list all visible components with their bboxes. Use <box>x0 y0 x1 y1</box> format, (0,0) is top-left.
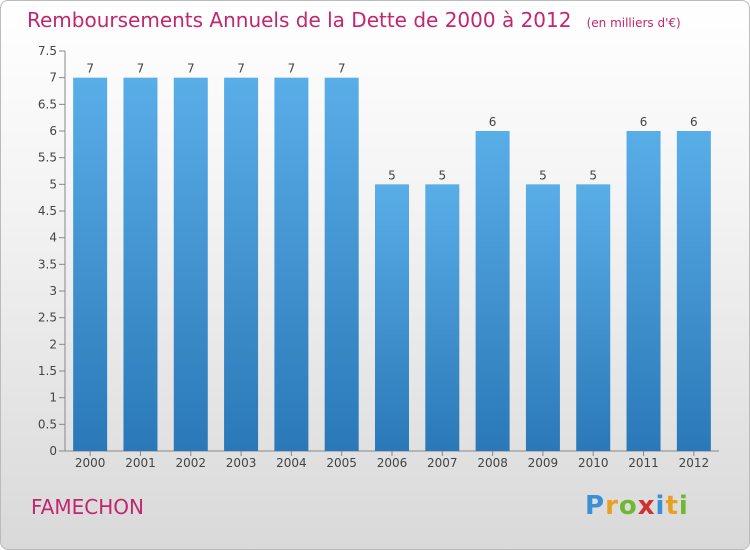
bar <box>324 77 359 452</box>
x-tick-label: 2010 <box>578 456 609 470</box>
data-label: 5 <box>438 168 446 182</box>
data-label: 6 <box>489 115 497 129</box>
data-label: 5 <box>589 168 597 182</box>
x-tick-label: 2003 <box>226 456 257 470</box>
y-tick-label: 1 <box>49 391 57 405</box>
x-tick-label: 2011 <box>628 456 659 470</box>
y-tick-label: 7.5 <box>38 44 57 58</box>
data-label: 6 <box>640 115 648 129</box>
y-tick-label: 5.5 <box>38 151 57 165</box>
bar <box>274 77 309 452</box>
chart-subtitle: (en milliers d'€) <box>586 16 681 30</box>
y-tick-label: 5 <box>49 177 57 191</box>
bar <box>676 131 711 451</box>
data-label: 7 <box>288 62 296 76</box>
bar <box>173 77 208 452</box>
bar <box>375 184 409 452</box>
logo-letter: t <box>665 491 679 521</box>
y-tick-label: 4 <box>49 231 57 245</box>
bar <box>425 184 460 452</box>
bar <box>576 184 611 452</box>
x-tick-label: 2007 <box>427 456 458 470</box>
bar <box>123 77 158 452</box>
y-tick-label: 3.5 <box>38 257 57 271</box>
bar <box>525 184 560 452</box>
bar <box>475 131 510 451</box>
bar <box>224 77 259 452</box>
bar <box>73 77 108 452</box>
chart-title-main: Remboursements Annuels de la Dette de 20… <box>27 8 572 32</box>
y-tick-label: 2.5 <box>38 311 57 325</box>
x-tick-label: 2000 <box>75 456 106 470</box>
y-tick-label: 6.5 <box>38 97 57 111</box>
chart-title: Remboursements Annuels de la Dette de 20… <box>27 8 681 32</box>
bars: 7 7 7 7 7 7 5 5 6 5 5 6 6 <box>73 62 711 452</box>
x-tick-label: 2009 <box>528 456 559 470</box>
x-tick-label: 2001 <box>125 456 156 470</box>
logo-letter: i <box>655 491 666 521</box>
y-tick-label: 4.5 <box>38 204 57 218</box>
logo-letter: x <box>637 491 656 521</box>
data-label: 7 <box>237 62 245 76</box>
data-label: 7 <box>86 62 94 76</box>
logo-letter: i <box>678 491 689 521</box>
data-label: 7 <box>187 62 195 76</box>
logo-letter: o <box>618 491 638 521</box>
data-label: 6 <box>690 115 698 129</box>
x-tick-label: 2004 <box>276 456 307 470</box>
commune-name: FAMECHON <box>31 495 144 519</box>
y-tick-label: 2 <box>49 337 57 351</box>
bar <box>626 131 661 451</box>
x-tick-label: 2005 <box>326 456 357 470</box>
data-label: 7 <box>338 62 346 76</box>
axes: 0 0.5 1 1.5 2 2.5 3 3.5 4 4.5 5 5.5 6 6.5 7 7.5 2000 2001… <box>38 44 719 470</box>
y-tick-label: 0 <box>49 444 57 458</box>
y-tick-label: 7 <box>49 71 57 85</box>
y-tick-label: 0.5 <box>38 417 57 431</box>
data-label: 7 <box>137 62 145 76</box>
logo-letter: r <box>605 491 619 521</box>
y-tick-label: 1.5 <box>38 364 57 378</box>
x-tick-label: 2002 <box>175 456 206 470</box>
x-tick-label: 2012 <box>679 456 710 470</box>
x-tick-label: 2008 <box>477 456 508 470</box>
data-label: 5 <box>388 168 396 182</box>
x-tick-label: 2006 <box>377 456 408 470</box>
data-label: 5 <box>539 168 547 182</box>
proxiti-logo: Proxiti <box>585 491 689 521</box>
y-tick-label: 3 <box>49 284 57 298</box>
logo-letter: P <box>585 491 606 521</box>
y-tick-label: 6 <box>49 124 57 138</box>
